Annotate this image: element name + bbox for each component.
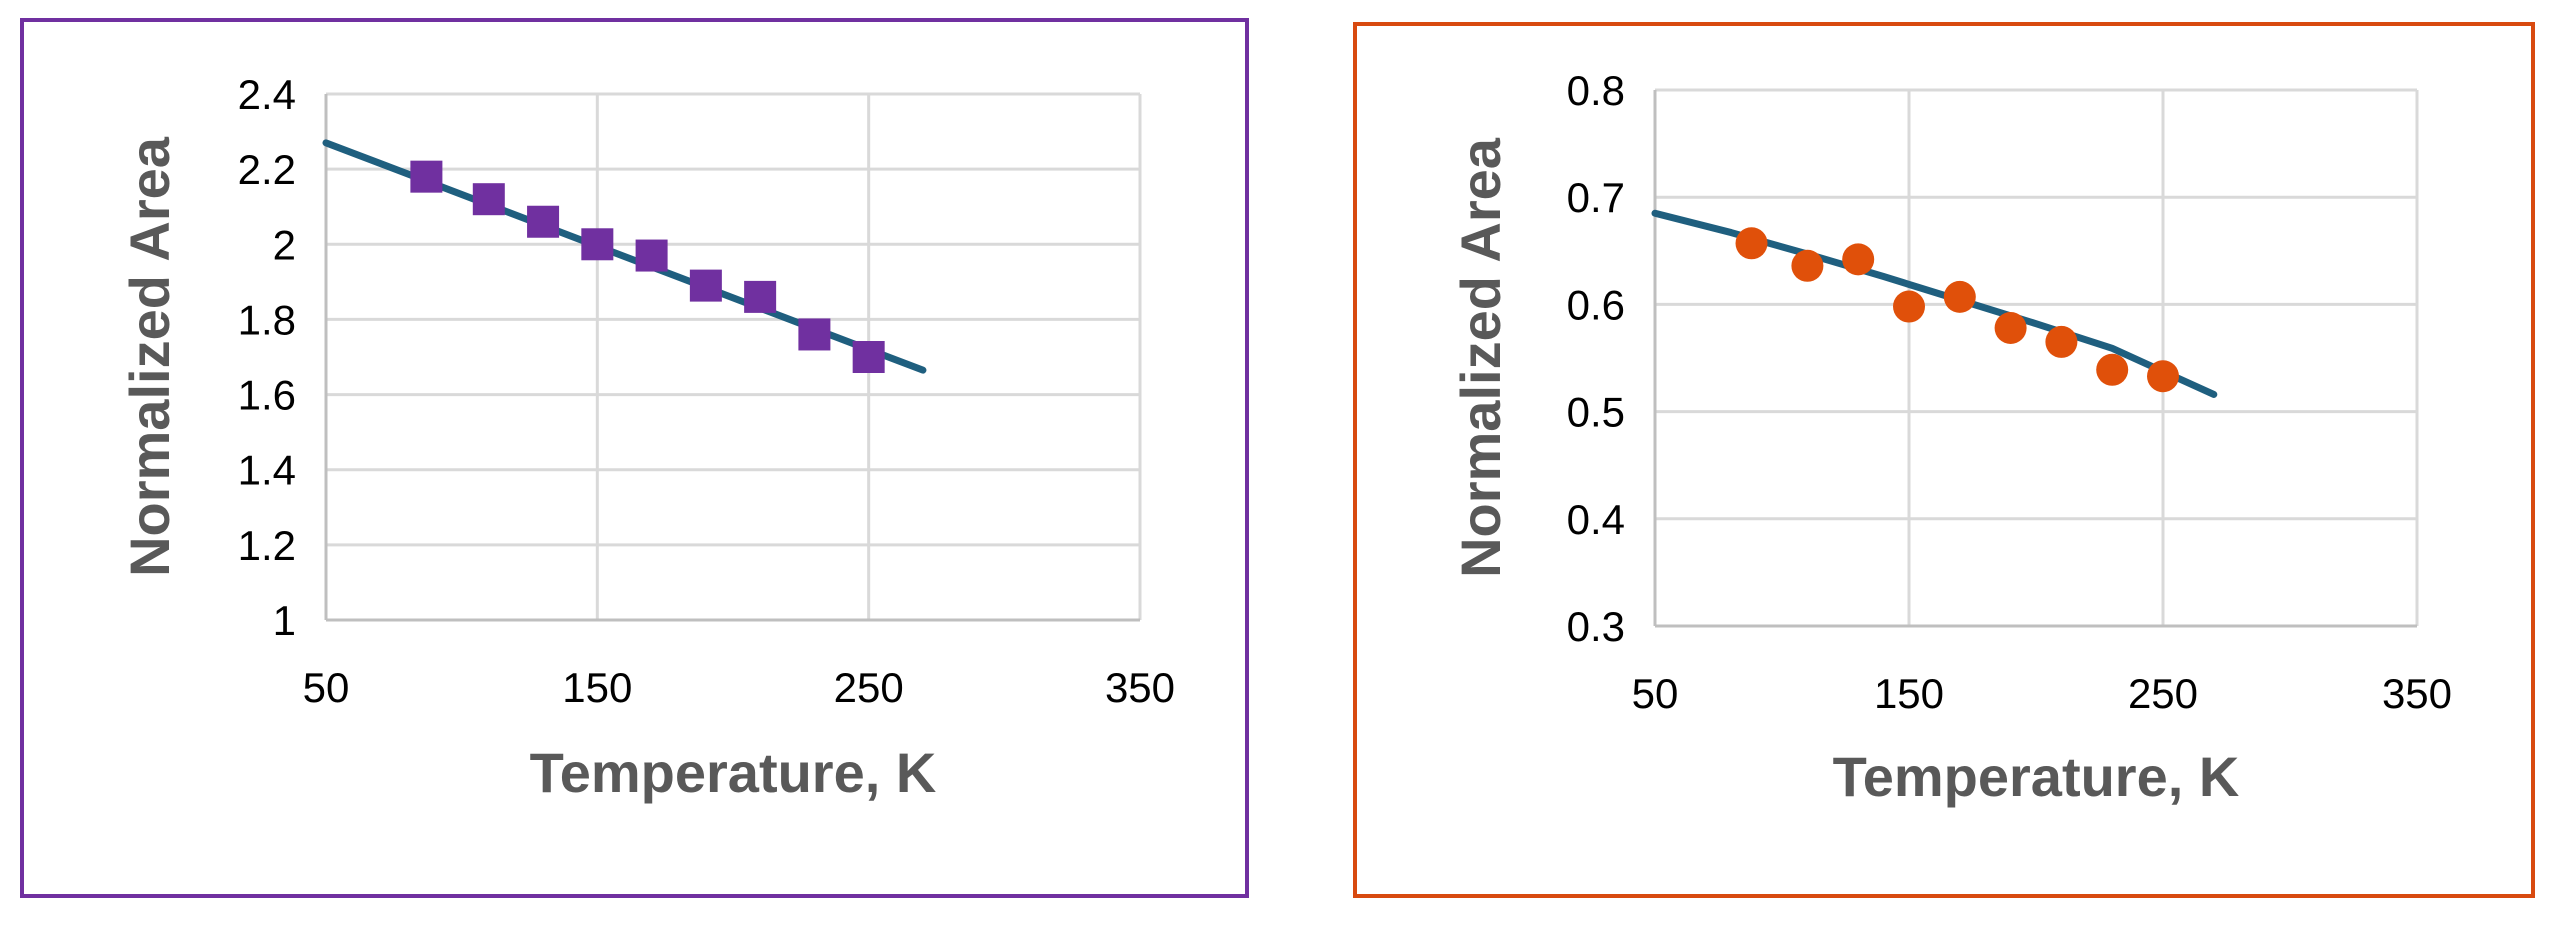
chart1-x-tick-label: 250	[834, 664, 904, 711]
chart1-data-point-square	[527, 205, 560, 238]
chart2-data-point-circle	[1791, 249, 1824, 282]
chart2-data-point-circle	[1943, 280, 1976, 313]
chart2-y-axis-title: Normalized Area	[1449, 137, 1512, 578]
chart2-y-tick-label: 0.3	[1567, 603, 1625, 650]
chart2-y-tick-label: 0.7	[1567, 174, 1625, 221]
chart2-data-point-circle	[1994, 311, 2027, 344]
chart2-y-tick-label: 0.8	[1567, 67, 1625, 114]
chart1-data-point-square	[689, 269, 722, 302]
chart1-y-tick-label: 2	[273, 221, 296, 268]
chart2-x-tick-label: 50	[1632, 670, 1679, 717]
left-chart: 1 1.2 1.4 1.6 1.8 2 2.2 2.4 50 150 250 350 Temperatu…	[118, 71, 1175, 804]
chart2-x-tick-label: 150	[1874, 670, 1944, 717]
chart1-x-tick-label: 150	[562, 664, 632, 711]
chart1-x-tick-label: 50	[303, 664, 350, 711]
chart2-y-tick-label: 0.4	[1567, 496, 1625, 543]
chart2-data-point-circle	[1893, 290, 1925, 323]
chart1-y-axis-title: Normalized Area	[118, 136, 181, 577]
chart1-data-point-square	[744, 280, 777, 313]
chart1-y-tick-label: 2.2	[238, 146, 296, 193]
chart1-data-point-square	[635, 239, 668, 272]
chart2-x-tick-label: 250	[2128, 670, 2198, 717]
chart2-y-tick-label: 0.5	[1567, 389, 1625, 436]
chart2-data-point-circle	[1842, 243, 1875, 276]
chart2-x-tick-label: 350	[2382, 670, 2452, 717]
chart1-x-tick-label: 350	[1105, 664, 1175, 711]
chart1-data-point-square	[410, 160, 443, 193]
chart1-y-tick-label: 1.6	[238, 372, 296, 419]
chart2-data-point-circle	[2045, 325, 2078, 358]
chart1-data-point-square	[798, 318, 831, 351]
left-chart-panel: 1 1.2 1.4 1.6 1.8 2 2.2 2.4 50 150 250 350 Temperatu…	[20, 18, 1249, 898]
chart1-data-point-square	[852, 341, 885, 373]
chart2-y-tick-label: 0.6	[1567, 281, 1625, 328]
chart1-data-point-square	[581, 228, 614, 261]
chart1-y-tick-label: 1.8	[238, 296, 296, 343]
chart2-data-point-circle	[1735, 227, 1768, 260]
chart1-y-tick-label: 1	[273, 597, 296, 644]
chart2-data-point-circle	[2147, 360, 2179, 393]
chart1-y-tick-label: 2.4	[238, 71, 296, 118]
chart2-x-axis-title: Temperature, K	[1833, 745, 2240, 808]
right-chart: 0.3 0.4 0.5 0.6 0.7 0.8 50 150 250 350 Temperature…	[1449, 67, 2452, 808]
chart1-y-tick-label: 1.2	[238, 522, 296, 569]
chart1-x-axis-title: Temperature, K	[530, 741, 937, 804]
chart1-y-tick-label: 1.4	[238, 447, 296, 494]
right-chart-panel: 0.3 0.4 0.5 0.6 0.7 0.8 50 150 250 350 Temperature…	[1353, 22, 2535, 898]
chart1-data-point-square	[472, 183, 505, 216]
chart2-data-point-circle	[2096, 353, 2129, 386]
